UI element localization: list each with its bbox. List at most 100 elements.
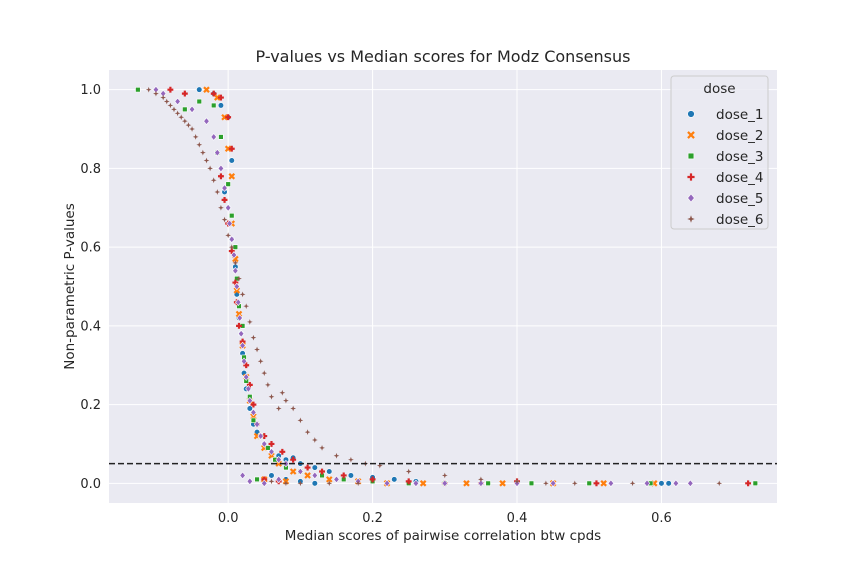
data-point bbox=[528, 480, 535, 486]
data-point bbox=[275, 475, 282, 484]
data-point bbox=[499, 480, 506, 487]
data-point bbox=[246, 477, 254, 486]
data-point bbox=[214, 189, 221, 195]
data-point bbox=[224, 203, 232, 212]
data-point bbox=[333, 452, 340, 459]
data-point bbox=[716, 480, 723, 487]
data-point bbox=[237, 329, 245, 338]
x-tick-label: 0.4 bbox=[507, 511, 528, 526]
data-point bbox=[250, 408, 257, 417]
plot-area-background bbox=[109, 70, 777, 503]
data-point bbox=[245, 385, 252, 393]
data-point bbox=[233, 282, 241, 291]
data-point bbox=[478, 476, 484, 483]
data-point bbox=[543, 480, 549, 487]
data-point bbox=[235, 298, 242, 307]
data-point bbox=[383, 479, 391, 488]
legend-title: dose bbox=[703, 81, 735, 97]
data-point bbox=[232, 266, 239, 275]
data-point bbox=[261, 440, 268, 448]
data-point bbox=[228, 244, 235, 250]
data-point bbox=[203, 157, 210, 164]
data-point bbox=[217, 94, 224, 101]
data-point bbox=[246, 319, 253, 325]
data-point bbox=[419, 480, 427, 487]
data-point bbox=[181, 90, 188, 97]
data-point bbox=[225, 232, 232, 239]
legend-marker bbox=[687, 173, 695, 181]
data-point bbox=[257, 358, 264, 365]
data-point bbox=[250, 334, 257, 341]
data-point bbox=[189, 126, 195, 132]
data-point bbox=[236, 314, 243, 322]
data-point bbox=[226, 219, 233, 228]
data-point bbox=[210, 133, 217, 141]
data-point bbox=[257, 432, 264, 440]
data-point bbox=[178, 114, 185, 121]
data-point bbox=[188, 105, 196, 114]
data-point bbox=[236, 322, 242, 329]
data-point bbox=[311, 437, 318, 443]
data-point bbox=[243, 362, 250, 369]
data-point bbox=[290, 405, 297, 412]
data-point bbox=[192, 134, 199, 140]
y-tick-label: 0.8 bbox=[80, 162, 101, 177]
data-point bbox=[217, 173, 224, 180]
data-point bbox=[214, 148, 221, 157]
data-point bbox=[593, 480, 600, 487]
y-tick-label: 0.6 bbox=[80, 241, 101, 256]
legend-item: dose_2 bbox=[687, 128, 764, 144]
data-point bbox=[265, 445, 271, 451]
data-point bbox=[182, 106, 188, 113]
x-axis-label: Median scores of pairwise correlation bt… bbox=[285, 528, 601, 544]
data-point bbox=[181, 118, 188, 125]
legend-label: dose_6 bbox=[716, 212, 764, 228]
series-dose_5 bbox=[152, 85, 694, 488]
x-tick-labels: 0.0 0.2 0.4 0.6 bbox=[218, 511, 672, 526]
data-point bbox=[304, 429, 311, 436]
data-point bbox=[196, 98, 202, 105]
data-point bbox=[210, 90, 217, 97]
data-point bbox=[207, 165, 213, 172]
data-point bbox=[283, 480, 289, 487]
data-point bbox=[239, 291, 246, 298]
data-point bbox=[643, 479, 651, 488]
data-point bbox=[203, 117, 210, 126]
data-point bbox=[221, 196, 228, 203]
data-point bbox=[250, 417, 257, 424]
y-axis-label: Non-parametric P-values bbox=[62, 203, 78, 369]
x-tick-label: 0.2 bbox=[362, 511, 383, 526]
legend-label: dose_5 bbox=[716, 191, 764, 207]
data-point bbox=[196, 86, 203, 93]
data-point bbox=[412, 479, 420, 488]
legend-item: dose_6 bbox=[687, 212, 764, 228]
data-point bbox=[348, 456, 354, 463]
data-point bbox=[745, 480, 752, 487]
data-point bbox=[254, 476, 260, 483]
data-point bbox=[228, 157, 235, 164]
y-tick-labels: 0.0 0.2 0.4 0.6 0.8 1.0 bbox=[80, 83, 101, 492]
data-point bbox=[268, 478, 275, 485]
data-point bbox=[200, 149, 206, 156]
data-point bbox=[687, 479, 694, 488]
data-point bbox=[279, 448, 286, 455]
data-point bbox=[225, 114, 232, 121]
data-point bbox=[167, 86, 174, 93]
legend: dose dose_1 dose_2 dose_3 dose_4 dose_5 dose_… bbox=[670, 75, 769, 230]
data-point bbox=[228, 172, 236, 180]
data-point bbox=[239, 341, 246, 350]
data-point bbox=[221, 113, 228, 121]
data-point bbox=[203, 86, 210, 93]
data-point bbox=[290, 456, 297, 463]
data-point bbox=[658, 480, 665, 487]
legend-label: dose_1 bbox=[716, 107, 764, 123]
data-point bbox=[160, 94, 167, 101]
data-point bbox=[221, 216, 228, 223]
legend-marker bbox=[687, 215, 695, 223]
data-point bbox=[355, 480, 362, 487]
data-point bbox=[600, 480, 607, 487]
data-point bbox=[250, 401, 257, 408]
y-tick-label: 0.4 bbox=[80, 319, 101, 334]
data-point bbox=[218, 204, 224, 211]
data-point bbox=[304, 472, 311, 479]
